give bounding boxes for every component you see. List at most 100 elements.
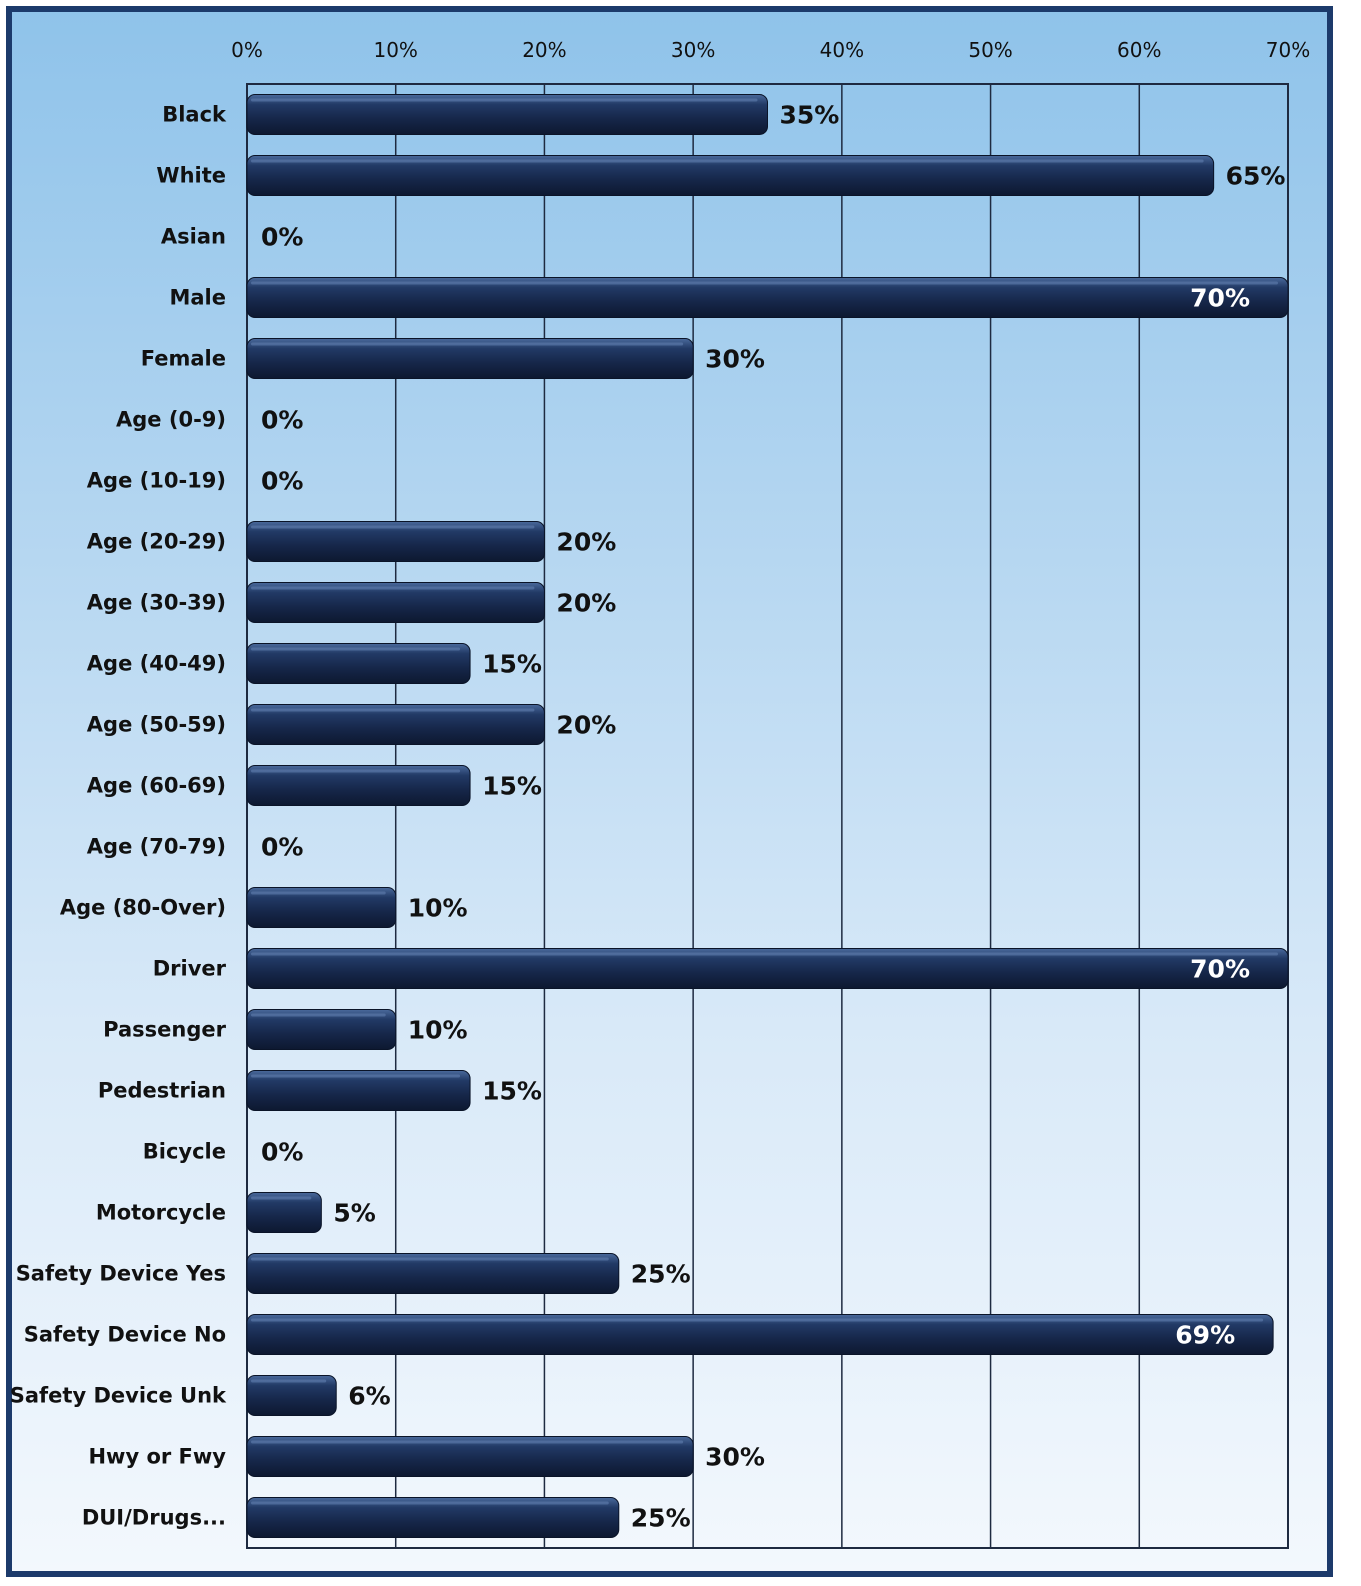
data-label: 65% (1226, 162, 1286, 191)
bar (246, 155, 1215, 196)
category-label: Age (10-19) (87, 469, 226, 493)
bar (246, 1253, 620, 1294)
bar (246, 521, 545, 562)
bar-highlight (251, 525, 535, 529)
data-label: 35% (780, 101, 840, 130)
category-label: DUI/Drugs... (82, 1506, 226, 1530)
data-labels: 35% 65% 0% 70% 30% 0% 0% 20% 20% 15% 20% 15% 0% 10% 70… (261, 101, 1285, 1533)
bar-highlight (251, 708, 535, 712)
data-label: 10% (408, 894, 468, 923)
bar-highlight (251, 1379, 327, 1383)
bar-highlight (251, 769, 461, 773)
bar (246, 887, 397, 928)
data-label: 6% (348, 1382, 390, 1411)
category-label: Age (40-49) (87, 652, 226, 676)
category-label: Safety Device Yes (16, 1262, 226, 1286)
data-label: 0% (261, 223, 303, 252)
category-label: Male (169, 286, 226, 310)
x-tick-label: 50% (968, 38, 1012, 62)
category-label: Driver (153, 957, 227, 981)
data-label: 70% (1190, 955, 1250, 984)
data-label: 5% (333, 1199, 375, 1228)
bar (246, 582, 545, 623)
x-tick-label: 40% (820, 38, 864, 62)
data-label: 15% (482, 1077, 542, 1106)
bar-highlight (251, 1013, 386, 1017)
x-tick-label: 60% (1117, 38, 1161, 62)
category-label: Bicycle (143, 1140, 226, 1164)
category-label: Safety Device No (24, 1323, 226, 1347)
bar (246, 765, 471, 806)
bar (246, 277, 1289, 318)
bar (246, 338, 694, 379)
bar (246, 1009, 397, 1050)
data-label: 30% (705, 1443, 765, 1472)
category-label: Age (0-9) (116, 408, 226, 432)
gridlines (246, 83, 1289, 1549)
bars (246, 94, 1289, 1538)
bar (246, 1375, 337, 1416)
bar (246, 643, 471, 684)
data-label: 0% (261, 467, 303, 496)
data-label: 0% (261, 833, 303, 862)
bar-highlight (251, 1196, 312, 1200)
bar (246, 1192, 322, 1233)
category-labels: Black White Asian Male Female Age (0-9) Age (1… (10, 103, 227, 1530)
data-label: 0% (261, 1138, 303, 1167)
bar-highlight (251, 1318, 1264, 1322)
bar-highlight (251, 891, 386, 895)
data-label: 20% (556, 711, 616, 740)
category-label: Age (50-59) (87, 713, 226, 737)
bar-highlight (251, 98, 758, 102)
category-label: Age (30-39) (87, 591, 226, 615)
category-label: Motorcycle (96, 1201, 226, 1225)
data-label: 15% (482, 650, 542, 679)
bar-highlight (251, 647, 461, 651)
x-tick-label: 10% (373, 38, 417, 62)
category-label: Female (141, 347, 226, 371)
bar (246, 1497, 620, 1538)
data-label: 0% (261, 406, 303, 435)
category-label: White (156, 164, 226, 188)
bar (246, 1070, 471, 1111)
category-label: Asian (161, 225, 226, 249)
bar-highlight (251, 952, 1278, 956)
data-label: 25% (631, 1504, 691, 1533)
data-label: 20% (556, 589, 616, 618)
data-label: 10% (408, 1016, 468, 1045)
bar (246, 94, 768, 135)
x-tick-label: 70% (1266, 38, 1310, 62)
bar-highlight (251, 281, 1278, 285)
bar (246, 1314, 1274, 1355)
bar-highlight (251, 342, 684, 346)
category-label: Safety Device Unk (10, 1384, 227, 1408)
data-label: 70% (1190, 284, 1250, 313)
bar (246, 948, 1289, 989)
bar-highlight (251, 586, 535, 590)
category-label: Pedestrian (98, 1079, 226, 1103)
data-label: 25% (631, 1260, 691, 1289)
x-tick-label: 30% (671, 38, 715, 62)
bar-highlight (251, 1074, 461, 1078)
bar (246, 1436, 694, 1477)
x-axis-ticks: 0% 10% 20% 30% 40% 50% 60% 70% (231, 38, 1310, 62)
data-label: 15% (482, 772, 542, 801)
bar (246, 704, 545, 745)
bar-highlight (251, 1501, 609, 1505)
category-label: Age (60-69) (87, 774, 226, 798)
data-label: 69% (1175, 1321, 1235, 1350)
category-label: Passenger (103, 1018, 226, 1042)
category-label: Age (20-29) (87, 530, 226, 554)
bar-highlight (251, 1440, 684, 1444)
bar-highlight (251, 1257, 609, 1261)
category-label: Age (70-79) (87, 835, 226, 859)
x-tick-label: 0% (231, 38, 263, 62)
category-label: Black (162, 103, 227, 127)
x-tick-label: 20% (522, 38, 566, 62)
data-label: 30% (705, 345, 765, 374)
bar-highlight (251, 159, 1204, 163)
data-label: 20% (556, 528, 616, 557)
category-label: Age (80-Over) (60, 896, 226, 920)
category-label: Hwy or Fwy (88, 1445, 226, 1469)
